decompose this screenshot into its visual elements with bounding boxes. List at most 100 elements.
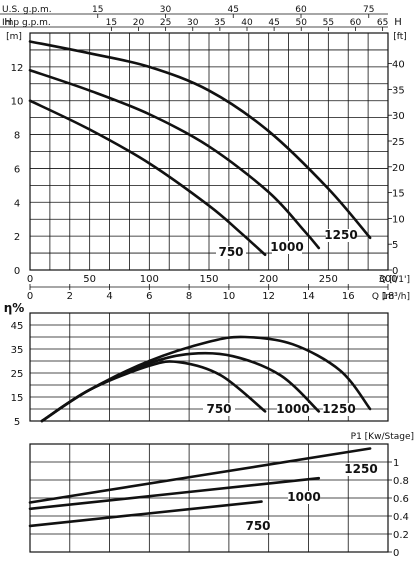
q-m3h-tick: 14 <box>302 291 315 302</box>
head-axis-unit-right: [ft] <box>393 32 407 42</box>
q-lmin-tick: 100 <box>140 274 159 285</box>
head-m-tick: 6 <box>14 164 20 175</box>
pow-tick: 0.4 <box>393 512 409 523</box>
pow-tick: 1 <box>393 458 399 469</box>
q-m3h-tick: 4 <box>106 291 112 302</box>
head-frame <box>29 32 389 271</box>
imp-gpm-tick: 65 <box>377 18 388 28</box>
head-m-tick: 10 <box>11 97 24 108</box>
pow-series-label-750: 750 <box>245 519 270 533</box>
q-m3h-tick: 16 <box>342 291 355 302</box>
head-m-tick: 2 <box>14 232 20 243</box>
head-curve-1000 <box>28 68 321 250</box>
q-lmin-tick: 0 <box>27 274 33 285</box>
imp-gpm-label: Imp g.p.m. <box>2 18 51 28</box>
series-label-bg <box>345 463 377 476</box>
series-label-bg <box>216 246 246 259</box>
imp-gpm-tick: 55 <box>323 18 334 28</box>
series-label-bg <box>323 403 355 416</box>
imp-gpm-tick: 35 <box>214 18 225 28</box>
head-ft-tick: 25 <box>392 137 405 148</box>
pow-series-label-1000: 1000 <box>287 490 320 504</box>
eff-tick: 45 <box>11 321 24 332</box>
series-label-bg <box>277 403 309 416</box>
head-ft-tick: 0 <box>392 266 398 277</box>
efficiency-panel: η% 5 15 25 35 45 750 1000 1250 <box>4 301 389 428</box>
q-lmin-tick: 50 <box>83 274 96 285</box>
series-label-bg <box>272 241 302 254</box>
head-axis-title-left: H <box>4 17 12 28</box>
series-label-bg <box>242 520 274 533</box>
q-m3h-tick: 12 <box>262 291 275 302</box>
eff-frame <box>29 312 389 422</box>
q-lmin-tick: 300 <box>378 274 397 285</box>
head-m-tick: 12 <box>11 63 24 74</box>
pow-tick: 0.6 <box>393 494 409 505</box>
eff-axis-title: η% <box>4 301 25 315</box>
us-gpm-tick: 60 <box>295 5 307 15</box>
series-label-bg <box>326 229 356 242</box>
head-series-label-1250: 1250 <box>324 228 357 242</box>
imp-gpm-tick: 50 <box>296 18 308 28</box>
us-gpm-tick: 45 <box>228 5 239 15</box>
q-m3h-tick: 8 <box>186 291 192 302</box>
pow-series-label-1250: 1250 <box>344 462 377 476</box>
head-ft-tick: 40 <box>392 60 405 71</box>
head-m-tick: 8 <box>14 131 20 142</box>
head-ft-tick: 5 <box>392 240 398 251</box>
pow-tick: 0.8 <box>393 476 409 487</box>
head-series-label-750: 750 <box>218 245 243 259</box>
us-gpm-label: U.S. g.p.m. <box>2 5 52 15</box>
imp-gpm-tick: 20 <box>133 18 145 28</box>
q-m3h-tick: 10 <box>223 291 236 302</box>
head-series-label-1000: 1000 <box>270 240 303 254</box>
q-lmin-label: Q [l/1'] <box>379 275 410 285</box>
imp-gpm-tick: 45 <box>268 18 279 28</box>
q-m3h-tick: 18 <box>382 291 395 302</box>
eff-tick: 15 <box>11 393 24 404</box>
q-lmin-tick: 200 <box>259 274 278 285</box>
eff-tick: 25 <box>11 369 24 380</box>
q-m3h-tick: 6 <box>146 291 152 302</box>
head-curve-1250 <box>28 40 372 240</box>
q-m3h-tick: 2 <box>67 291 73 302</box>
pow-curve-1000 <box>28 476 321 511</box>
head-axis-unit-left: [m] <box>6 32 22 42</box>
imp-gpm-tick: 40 <box>241 18 253 28</box>
imp-gpm-tick: 25 <box>160 18 171 28</box>
eff-tick: 35 <box>11 345 24 356</box>
head-m-tick: 4 <box>14 198 20 209</box>
head-curve-750 <box>28 99 267 257</box>
eff-series-label-750: 750 <box>206 402 231 416</box>
power-panel: P1 [Kw/Stage] 0 0.2 0.4 0.6 0.8 1 750 1000 1250 <box>28 432 414 559</box>
q-lmin-tick: 250 <box>319 274 338 285</box>
imp-gpm-tick: 60 <box>350 18 362 28</box>
eff-tick: 5 <box>14 417 20 428</box>
series-label-bg <box>288 491 320 504</box>
pow-curve-750 <box>28 500 263 528</box>
imp-gpm-tick: 15 <box>106 18 117 28</box>
pow-axis-title: P1 [Kw/Stage] <box>351 432 414 442</box>
imp-gpm-tick: 30 <box>187 18 199 28</box>
pow-tick: 0.2 <box>393 530 409 541</box>
us-gpm-tick: 75 <box>363 5 374 15</box>
head-ft-tick: 20 <box>392 163 405 174</box>
series-label-bg <box>203 403 235 416</box>
head-ft-tick: 30 <box>392 111 405 122</box>
us-gpm-tick: 15 <box>92 5 103 15</box>
q-m3h-tick: 0 <box>27 291 33 302</box>
q-lmin-tick: 150 <box>199 274 218 285</box>
us-gpm-tick: 30 <box>160 5 172 15</box>
head-ft-tick: 35 <box>392 85 405 96</box>
q-m3h-label: Q [m³/h] <box>372 292 410 302</box>
eff-series-label-1250: 1250 <box>322 402 355 416</box>
head-axis-title-right: H <box>394 17 402 28</box>
pow-curve-1250 <box>28 447 372 504</box>
pow-tick: 0 <box>393 548 399 559</box>
head-ft-tick: 10 <box>392 214 405 225</box>
eff-series-label-1000: 1000 <box>276 402 309 416</box>
eff-curve-1250 <box>40 335 372 423</box>
head-ft-tick: 15 <box>392 189 405 200</box>
